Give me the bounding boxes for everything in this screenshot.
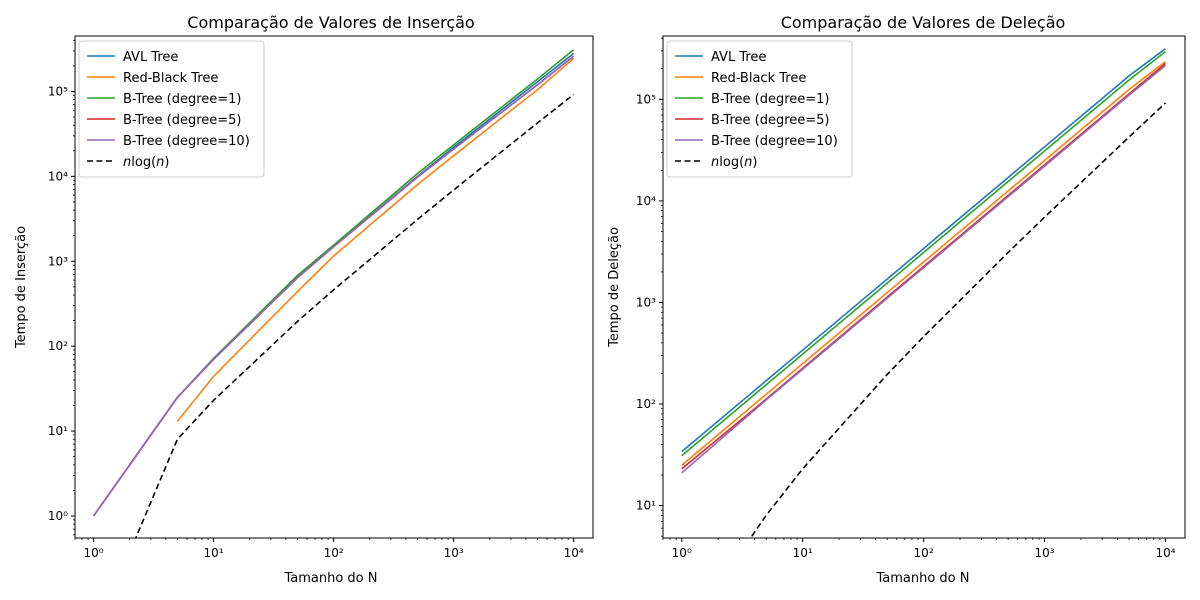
y-tick-label: 10³ (636, 295, 656, 309)
legend: AVL Tree Red-Black Tree B-Tree (degree=1) B… (78, 40, 265, 178)
y-tick-label: 10⁵ (48, 84, 68, 98)
legend-label: B-Tree (degree=1) (711, 92, 830, 107)
legend-label: B-Tree (degree=10) (123, 134, 250, 149)
legend-label: B-Tree (degree=5) (711, 113, 830, 128)
y-tick-label: 10¹ (48, 424, 68, 438)
x-tick-label: 10⁰ (84, 546, 104, 560)
y-tick-label: 10⁴ (636, 194, 656, 208)
x-tick-label: 10³ (444, 546, 464, 560)
chart-insertion: Comparação de Valores de Inserção Tamanh… (14, 13, 594, 586)
series-line (681, 48, 1166, 453)
x-tick-label: 10⁴ (564, 546, 584, 560)
legend-label: B-Tree (degree=1) (123, 92, 242, 107)
y-tick-label: 10⁵ (636, 92, 656, 106)
x-tick-label: 10¹ (793, 546, 813, 560)
y-axis-label: Tempo de Inserção (14, 226, 29, 349)
legend-label: Red-Black Tree (711, 71, 806, 86)
series-line (176, 57, 575, 422)
y-tick-label: 10³ (48, 254, 68, 268)
legend-label: nlog(n) (711, 155, 757, 170)
x-tick-label: 10⁴ (1155, 546, 1175, 560)
chart-title: Comparação de Valores de Inserção (187, 13, 474, 32)
chart-title: Comparação de Valores de Deleção (781, 13, 1066, 32)
x-tick-label: 10² (914, 546, 934, 560)
y-tick-label: 10¹ (636, 499, 656, 513)
x-tick-label: 10¹ (204, 546, 224, 560)
legend: AVL Tree Red-Black Tree B-Tree (degree=1) B… (666, 40, 853, 178)
legend-label: B-Tree (degree=5) (123, 113, 242, 128)
legend-label: nlog(n) (123, 155, 169, 170)
legend-label: Red-Black Tree (123, 71, 218, 86)
y-axis-label: Tempo de Deleção (607, 227, 622, 348)
x-axis-label: Tamanho do N (283, 571, 377, 586)
series-line (134, 93, 575, 538)
series-line (681, 60, 1166, 466)
chart-deletion: Comparação de Valores de Deleção Tamanho… (607, 13, 1186, 586)
series-group (92, 49, 575, 538)
series-line (681, 64, 1166, 474)
legend-label: B-Tree (degree=10) (711, 134, 838, 149)
legend-label: AVL Tree (123, 50, 178, 65)
legend-label: AVL Tree (711, 50, 766, 65)
y-tick-label: 10² (636, 397, 656, 411)
y-tick-label: 10⁰ (48, 509, 68, 523)
legend-box (666, 40, 853, 178)
x-tick-label: 10⁰ (672, 546, 692, 560)
legend-box (78, 40, 265, 178)
series-line (681, 50, 1166, 457)
x-axis-label: Tamanho do N (875, 571, 969, 586)
x-tick-label: 10² (324, 546, 344, 560)
x-tick-label: 10³ (1034, 546, 1054, 560)
y-tick-label: 10² (48, 339, 68, 353)
series-group (681, 48, 1167, 538)
series-line (92, 55, 575, 517)
y-tick-label: 10⁴ (48, 169, 68, 183)
